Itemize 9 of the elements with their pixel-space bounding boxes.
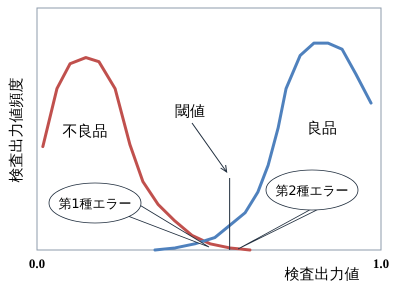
annotation: 第1種エラー — [58, 197, 132, 212]
y-axis-title: 検査出力値頻度 — [7, 78, 25, 182]
ref-line-label: 閾値 — [175, 102, 205, 120]
x-axis-title: 検査出力値 — [284, 265, 360, 283]
series-label: 良品 — [307, 119, 337, 137]
x-tick-label: 0.0 — [28, 256, 46, 271]
series-label: 不良品 — [62, 122, 108, 140]
annotation: 第2種エラー — [275, 184, 349, 199]
x-tick-label: 1.0 — [372, 256, 390, 271]
